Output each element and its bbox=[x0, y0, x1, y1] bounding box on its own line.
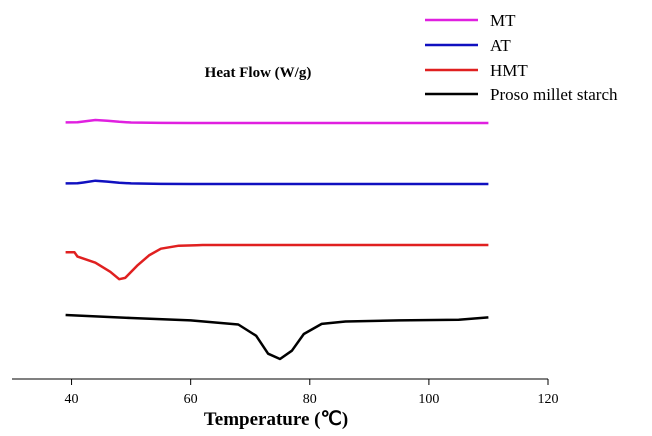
legend-label: MT bbox=[490, 11, 516, 30]
x-tick-label: 120 bbox=[538, 392, 559, 407]
legend-label: Proso millet starch bbox=[490, 85, 618, 104]
x-tick-label: 60 bbox=[184, 392, 198, 407]
x-axis-title: Temperature (℃) bbox=[204, 409, 348, 430]
x-tick-label: 40 bbox=[65, 392, 79, 407]
x-ticks: 40 60 80 100 120 bbox=[65, 379, 559, 407]
series-line-4 bbox=[65, 313, 489, 361]
series-line-3 bbox=[65, 243, 489, 281]
x-tick-label: 80 bbox=[303, 392, 317, 407]
series-line-1 bbox=[65, 118, 489, 125]
y-axis-title: Heat Flow (W/g) bbox=[205, 65, 312, 81]
legend-label: HMT bbox=[490, 61, 528, 80]
legend: MT AT HMT Proso millet starch bbox=[425, 11, 618, 104]
x-tick-label: 100 bbox=[418, 392, 439, 407]
series-line-2 bbox=[65, 179, 489, 186]
series-lines bbox=[65, 118, 489, 361]
x-axis: 40 60 80 100 120 bbox=[12, 378, 559, 407]
legend-label: AT bbox=[490, 36, 511, 55]
